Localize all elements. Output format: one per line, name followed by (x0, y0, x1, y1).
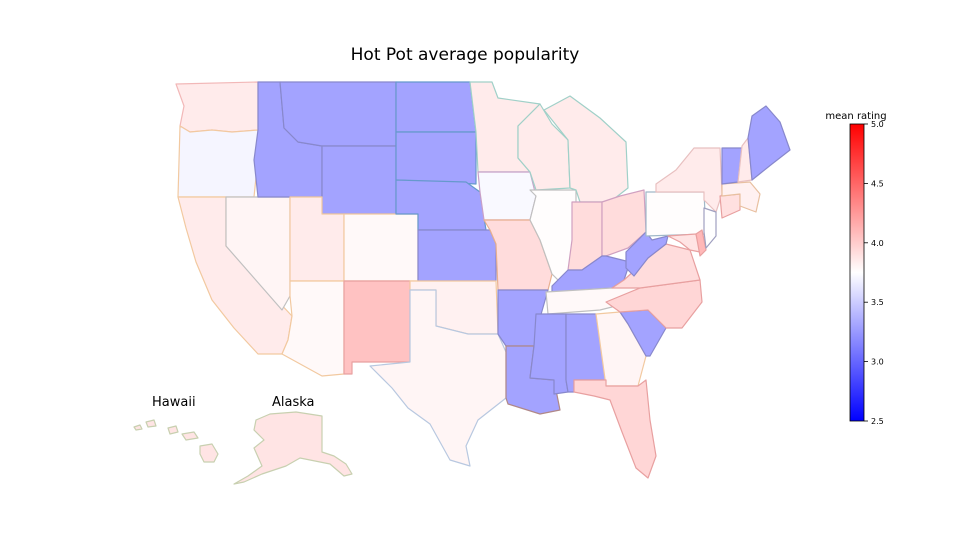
state-florida (573, 379, 657, 479)
colorbar-tick-label: 4.5 (871, 179, 884, 188)
state-new-jersey (703, 207, 717, 249)
colorbar-tick-label: 5.0 (871, 120, 884, 129)
colorbar-tick-label: 3.5 (871, 298, 884, 307)
colorbar-tick-label: 4.0 (871, 239, 884, 248)
state-pennsylvania (645, 191, 707, 237)
colorbar: mean rating 5.0 4.5 4.0 3.5 3.0 2.5 (825, 111, 886, 426)
colorbar-tick-label: 3.0 (871, 358, 884, 367)
state-maryland (667, 233, 701, 253)
state-arizona (281, 280, 345, 377)
state-delaware (695, 229, 707, 257)
state-massachusetts (721, 181, 761, 213)
map-insets: Hawaii Alaska (133, 395, 353, 485)
map-title: Hot Pot average popularity (351, 45, 580, 65)
us-states-map (175, 81, 791, 479)
hawaii-label: Hawaii (152, 395, 196, 410)
state-north-dakota (395, 81, 477, 133)
state-new-mexico (343, 280, 411, 375)
state-oregon (177, 125, 259, 198)
colorbar-tick-label: 2.5 (871, 417, 884, 426)
state-montana (279, 81, 397, 147)
state-hawaii (133, 419, 219, 463)
colorbar-label: mean rating (825, 111, 886, 122)
state-texas (369, 289, 507, 467)
colorbar-gradient (849, 123, 865, 422)
state-washington (175, 81, 259, 133)
state-kansas (417, 229, 497, 282)
state-connecticut (719, 193, 741, 219)
state-alaska (233, 411, 353, 485)
state-south-dakota (395, 131, 477, 185)
state-maine (747, 105, 791, 181)
state-iowa (477, 171, 537, 221)
colorbar-ticks: 5.0 4.5 4.0 3.5 3.0 2.5 (864, 120, 884, 426)
state-wyoming (321, 145, 397, 215)
alaska-label: Alaska (272, 395, 315, 410)
state-colorado (343, 213, 419, 282)
state-new-york (655, 147, 723, 213)
